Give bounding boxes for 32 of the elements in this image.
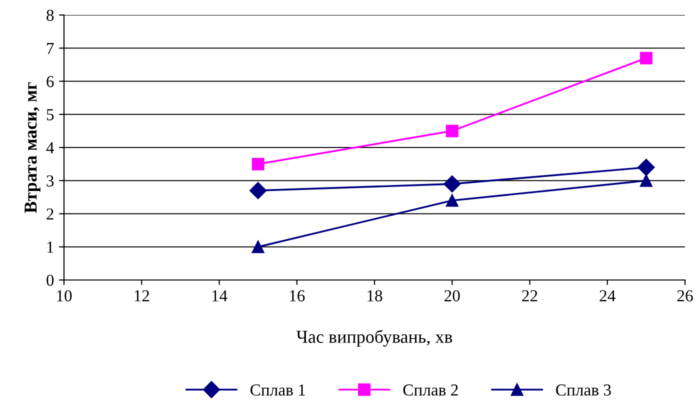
x-tick-label: 12 [134, 290, 150, 302]
y-tick-label: 6 [46, 76, 54, 88]
point [640, 52, 652, 64]
point [640, 174, 652, 187]
y-axis-title: Втрата маси, мг [24, 82, 40, 213]
point [446, 124, 458, 138]
y-tick-label: 7 [47, 42, 54, 54]
point [252, 158, 264, 170]
point [250, 182, 267, 200]
x-tick-label: 14 [212, 290, 228, 302]
y-tick-label: 4 [46, 142, 54, 154]
x-tick-label: 18 [368, 290, 382, 302]
x-tick-label: 24 [600, 290, 616, 302]
x-tick-label: 20 [444, 290, 460, 302]
legend-label: Сплав 3 [556, 384, 611, 396]
x-axis-title: Час випробувань, хв [296, 330, 452, 347]
legend-label: Сплав 2 [403, 384, 458, 396]
y-tick-label: 1 [47, 242, 54, 253]
y-tick-label: 8 [46, 10, 54, 21]
point [446, 194, 458, 207]
point [252, 240, 264, 254]
x-tick-label: 26 [677, 290, 693, 302]
legend-label: Сплав 1 [250, 384, 305, 396]
y-tick-label: 2 [46, 208, 54, 220]
point [444, 175, 461, 192]
y-tick-label: 5 [46, 109, 54, 120]
x-tick-label: 22 [522, 290, 538, 302]
x-tick-label: 16 [290, 290, 305, 302]
point [638, 158, 655, 176]
y-tick-label: 3 [46, 175, 54, 187]
x-tick-label: 10 [57, 290, 72, 302]
y-tick-label: 0 [46, 274, 54, 286]
